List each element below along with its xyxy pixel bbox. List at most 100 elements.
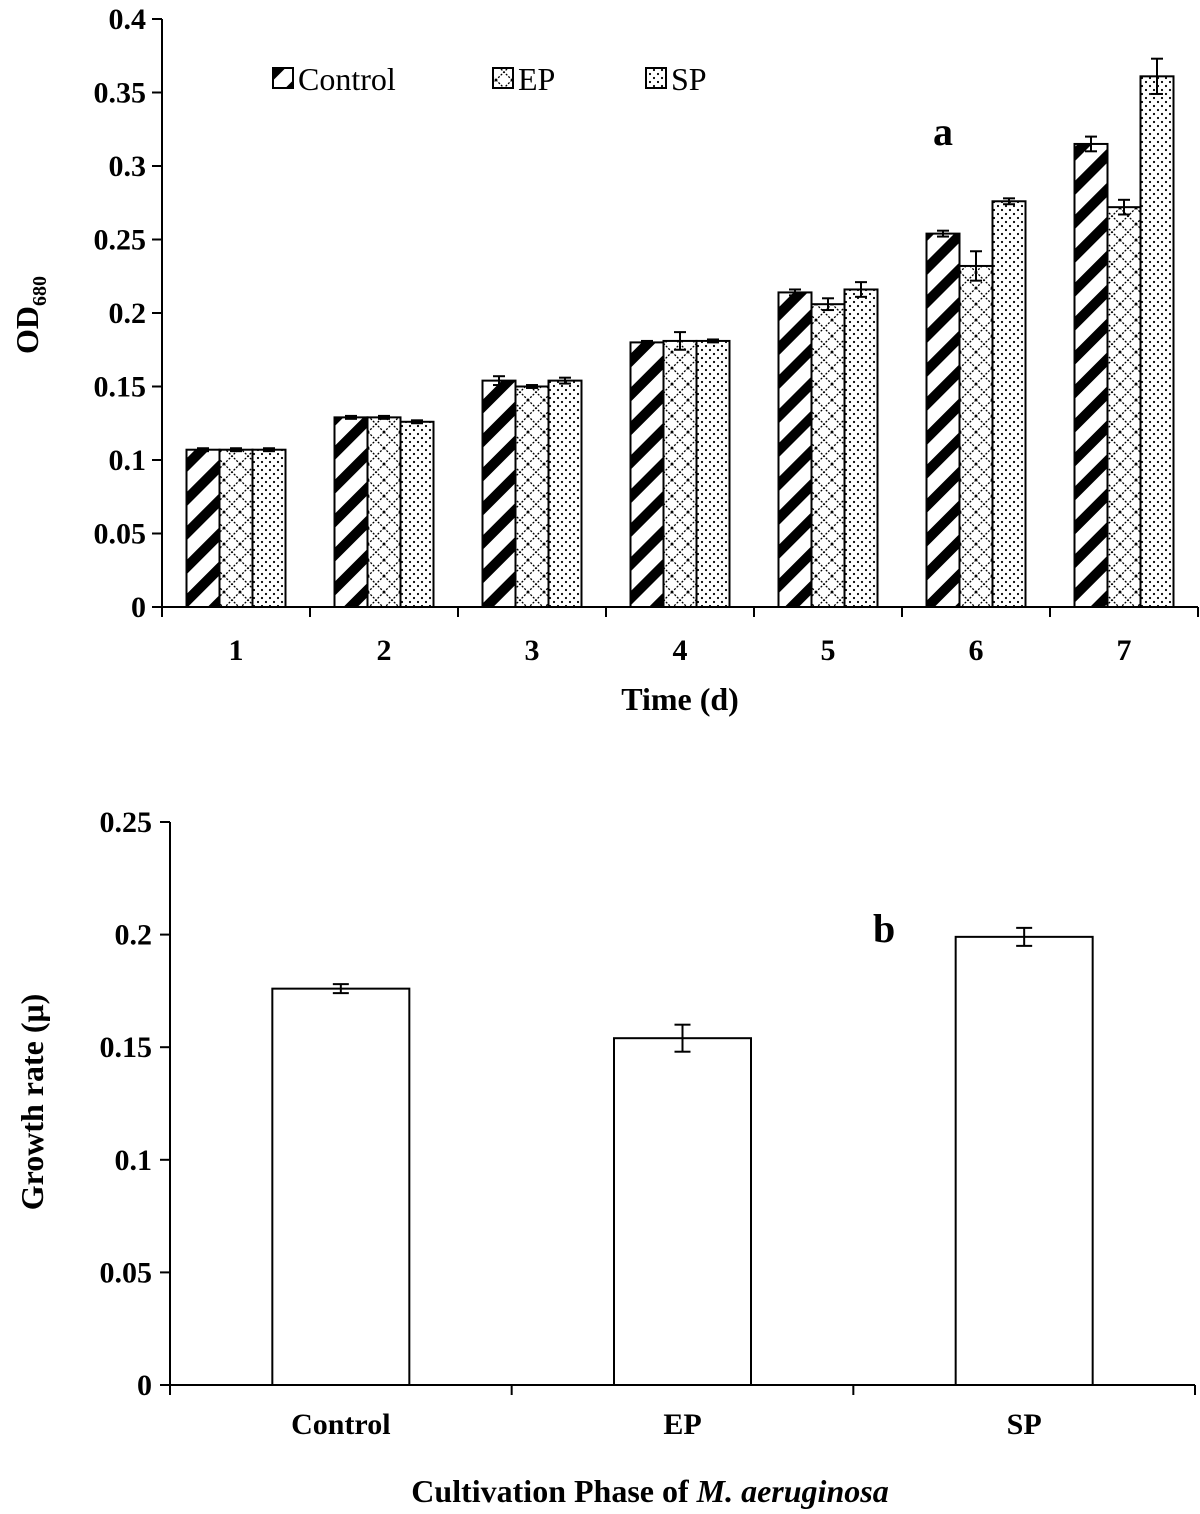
x-tick-label: 3 xyxy=(525,634,540,667)
y-tick-label: 0.25 xyxy=(94,224,147,257)
error-bar-ep-day-5 xyxy=(822,297,834,312)
y-tick-label: 0 xyxy=(131,591,146,624)
y-tick-label: 0.15 xyxy=(100,1031,153,1064)
bar-ep-day-4 xyxy=(662,339,698,608)
error-bar-ep-day-7 xyxy=(1118,198,1130,216)
error-bar-ep-day-2 xyxy=(378,414,390,420)
bar-sp-day-4 xyxy=(695,339,731,608)
y-axis-title-main: OD xyxy=(9,306,45,354)
y-axis-title-a: OD680 xyxy=(9,276,51,354)
y-tick-label: 0.05 xyxy=(94,518,147,551)
x-tick-label: SP xyxy=(1007,1408,1042,1441)
y-tick-label: 0.05 xyxy=(100,1256,153,1289)
error-bars-group xyxy=(332,926,1033,1053)
bar-ep-day-2 xyxy=(366,416,402,608)
bar-sp-day-6 xyxy=(991,200,1027,608)
y-axis-title-b: Growth rate (μ) xyxy=(14,994,50,1211)
error-bar-sp-day-3 xyxy=(559,376,571,385)
error-bar-sp xyxy=(1016,926,1033,947)
legend-swatch-control xyxy=(272,67,294,89)
bar-control-day-4 xyxy=(629,341,665,608)
error-bar-control xyxy=(332,983,349,995)
y-tick-label: 0.1 xyxy=(109,444,147,477)
error-bar-ep-day-4 xyxy=(674,331,686,351)
svg-text:OD680: OD680 xyxy=(9,276,51,354)
bar-ep-day-6 xyxy=(958,264,994,608)
error-bar-sp-day-5 xyxy=(855,281,867,298)
bar-sp xyxy=(954,935,1094,1386)
y-tick-label: 0.1 xyxy=(115,1144,153,1177)
error-bar-sp-day-2 xyxy=(411,419,423,425)
error-bar-ep-day-6 xyxy=(970,250,982,282)
bar-sp-day-7 xyxy=(1139,75,1175,608)
chart-panel-a: 0 0.05 0.1 0.15 0.2 0.25 0.3 0.35 0.4 1 2 3 4 5 6 7 Co… xyxy=(9,3,1199,717)
bar-control-day-1 xyxy=(185,448,221,608)
legend-swatch-ep xyxy=(492,67,514,89)
y-axis-title-subscript: 680 xyxy=(29,276,51,306)
error-bar-sp-day-6 xyxy=(1003,197,1015,206)
bar-sp-day-2 xyxy=(399,420,435,608)
error-bar-ep xyxy=(674,1023,691,1053)
axes-group xyxy=(160,821,1196,1395)
x-axis-title-a: Time (d) xyxy=(621,681,739,717)
y-tick-label: 0.3 xyxy=(109,150,147,183)
error-bar-sp-day-4 xyxy=(707,338,719,344)
x-tick-label: 7 xyxy=(1117,634,1132,667)
bar-control-day-2 xyxy=(333,416,369,608)
error-bar-control-day-5 xyxy=(789,288,801,297)
error-bar-control-day-4 xyxy=(641,339,653,345)
legend-swatch-sp xyxy=(645,67,667,89)
x-tick-label: EP xyxy=(663,1408,701,1441)
error-bar-ep-day-1 xyxy=(230,447,242,453)
x-axis-title-prefix: Cultivation Phase of xyxy=(411,1473,696,1509)
legend-label-sp: SP xyxy=(671,61,707,97)
error-bar-sp-day-1 xyxy=(263,447,275,453)
y-tick-label: 0.2 xyxy=(109,297,147,330)
y-tick-label: 0 xyxy=(137,1369,152,1402)
y-tick-label: 0.15 xyxy=(94,371,147,404)
bar-ep-day-7 xyxy=(1106,206,1142,608)
bar-control xyxy=(271,987,411,1386)
error-bar-control-day-6 xyxy=(937,229,949,238)
bar-control-day-7 xyxy=(1073,142,1109,608)
bar-ep-day-1 xyxy=(218,448,254,608)
x-tick-label: 6 xyxy=(969,634,984,667)
y-tick-label: 0.4 xyxy=(109,3,147,36)
error-bar-control-day-2 xyxy=(345,414,357,420)
legend: Control EP SP xyxy=(272,61,707,97)
axes-group xyxy=(152,18,1199,617)
x-tick-label: 1 xyxy=(229,634,244,667)
y-tick-label: 0.35 xyxy=(94,77,147,110)
legend-label-control: Control xyxy=(298,61,396,97)
bars-group xyxy=(271,935,1094,1387)
panel-label-a: a xyxy=(933,109,953,154)
chart-panel-b: 0 0.05 0.1 0.15 0.2 0.25 Control EP SP b Cultiv… xyxy=(14,806,1196,1509)
bar-sp-day-1 xyxy=(251,448,287,608)
error-bar-control-day-7 xyxy=(1085,135,1097,153)
x-tick-label: 4 xyxy=(673,634,688,667)
bar-control-day-6 xyxy=(925,232,961,608)
legend-label-ep: EP xyxy=(518,61,555,97)
bar-sp-day-5 xyxy=(843,288,879,608)
error-bar-sp-day-7 xyxy=(1151,57,1163,95)
x-tick-labels: 1 2 3 4 5 6 7 xyxy=(229,634,1132,667)
error-bars-group xyxy=(197,57,1163,453)
error-bar-control-day-3 xyxy=(493,375,505,387)
bar-control-day-3 xyxy=(481,379,517,608)
x-tick-label: Control xyxy=(291,1408,390,1441)
y-tick-labels: 0 0.05 0.1 0.15 0.2 0.25 xyxy=(100,806,153,1402)
bar-control-day-5 xyxy=(777,291,813,608)
x-tick-label: 5 xyxy=(821,634,836,667)
bar-ep xyxy=(613,1037,752,1387)
y-tick-label: 0.2 xyxy=(115,919,153,952)
x-axis-title-species: M. aeruginosa xyxy=(696,1473,889,1509)
x-axis-title-b: Cultivation Phase of M. aeruginosa xyxy=(411,1473,888,1509)
bar-sp-day-3 xyxy=(547,379,583,608)
x-tick-label: 2 xyxy=(377,634,392,667)
bar-ep-day-3 xyxy=(514,385,550,608)
y-tick-label: 0.25 xyxy=(100,806,153,839)
bars-group xyxy=(185,75,1175,608)
y-tick-labels: 0 0.05 0.1 0.15 0.2 0.25 0.3 0.35 0.4 xyxy=(94,3,147,624)
error-bar-ep-day-3 xyxy=(526,384,538,389)
panel-label-b: b xyxy=(873,906,895,951)
